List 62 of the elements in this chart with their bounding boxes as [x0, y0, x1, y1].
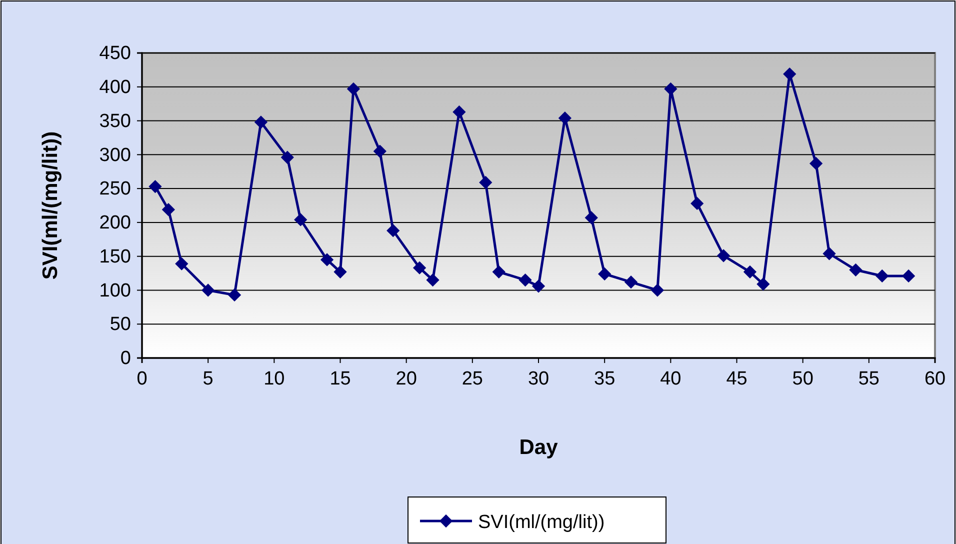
point: [334, 265, 347, 278]
x-tick-label: 40: [660, 368, 682, 390]
point: [320, 253, 334, 266]
point: [452, 105, 466, 119]
point: [492, 265, 506, 278]
y-tick-label: 450: [99, 43, 131, 64]
point: [228, 288, 242, 302]
x-tick-label: 25: [462, 368, 483, 390]
y-tick-label: 50: [110, 314, 131, 336]
point: [162, 203, 175, 216]
point: [294, 213, 308, 226]
y-tick-label: 200: [99, 212, 131, 234]
y-tick-label: 100: [99, 280, 131, 302]
x-tick-label: 60: [924, 368, 946, 390]
point: [558, 112, 572, 125]
point: [822, 247, 836, 260]
point: [148, 180, 162, 194]
x-tick-label: 0: [136, 368, 148, 390]
point: [849, 263, 862, 276]
point: [373, 144, 386, 158]
y-tick-label: 0: [120, 348, 131, 370]
point: [426, 273, 440, 287]
y-tick-label: 300: [99, 144, 131, 166]
x-tick-label: 20: [396, 368, 417, 390]
y-tick-label: 150: [99, 246, 131, 268]
y-tick-label: 350: [99, 110, 131, 132]
point: [386, 224, 400, 238]
point: [202, 284, 215, 297]
x-tick-label: 50: [792, 368, 814, 390]
y-tick-label: 400: [99, 76, 131, 98]
point: [902, 269, 916, 283]
point: [664, 82, 678, 96]
point: [716, 249, 730, 262]
x-tick-label: 55: [858, 368, 880, 390]
point: [650, 284, 664, 297]
point: [783, 67, 796, 81]
point: [346, 82, 360, 96]
point: [280, 150, 294, 164]
point: [690, 196, 704, 210]
x-tick-label: 30: [528, 368, 550, 390]
point: [254, 116, 268, 129]
legend-label: SVI(ml/(mg/lit)): [478, 512, 605, 533]
point: [412, 261, 426, 274]
point: [756, 278, 770, 291]
y-axis-title: SVI(ml/(mg/lit)): [39, 131, 62, 280]
point: [479, 176, 492, 190]
point: [598, 267, 612, 281]
y-tick-label: 250: [99, 178, 131, 200]
x-tick-label: 5: [202, 368, 214, 390]
x-tick-label: 45: [726, 368, 748, 390]
point: [809, 156, 823, 170]
point: [175, 257, 188, 270]
x-axis-title: Day: [519, 436, 558, 459]
x-tick-label: 10: [264, 368, 285, 390]
x-tick-label: 35: [594, 368, 616, 390]
point: [584, 211, 598, 224]
x-tick-label: 15: [330, 368, 351, 390]
point: [518, 273, 532, 287]
point: [624, 276, 638, 289]
point: [532, 280, 546, 293]
point: [876, 269, 889, 283]
point: [743, 265, 757, 278]
